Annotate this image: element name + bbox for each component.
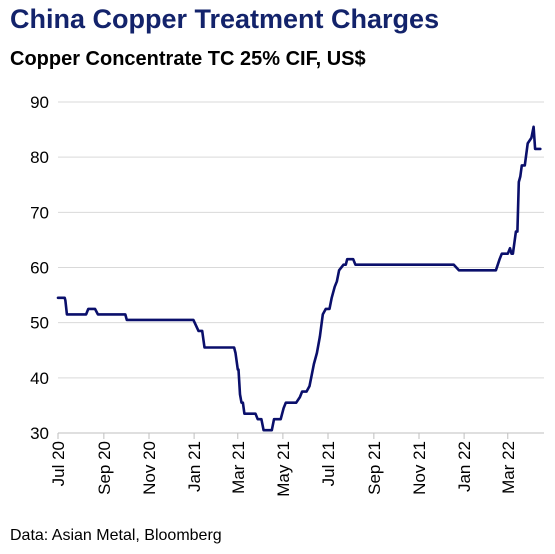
x-tick-label: Jan 22 <box>455 441 474 492</box>
y-tick-label: 40 <box>30 369 49 388</box>
x-tick-label: Nov 20 <box>140 441 159 495</box>
y-tick-label: 80 <box>30 148 49 167</box>
x-tick-label: Mar 22 <box>499 441 518 494</box>
y-axis-ticks: 30 40 50 60 70 80 90 <box>30 93 49 443</box>
y-tick-label: 50 <box>30 314 49 333</box>
x-tick-label: May 21 <box>274 441 293 497</box>
gridlines <box>58 101 544 379</box>
x-tick-label: Jan 21 <box>185 441 204 492</box>
x-axis: Jul 20 Sep 20 Nov 20 Jan 21 Mar 21 May 21 Jul … <box>49 432 544 497</box>
chart-subtitle: Copper Concentrate TC 25% CIF, US$ <box>10 48 366 70</box>
x-tick-label: Jul 21 <box>319 441 338 486</box>
y-tick-label: 70 <box>30 203 49 222</box>
y-tick-label: 60 <box>30 259 49 278</box>
x-tick-label: Sep 21 <box>365 441 384 495</box>
chart-title: China Copper Treatment Charges <box>10 4 440 34</box>
series-group <box>56 125 542 432</box>
x-tick-label: Jul 20 <box>49 441 68 486</box>
x-tick-label: Mar 21 <box>229 441 248 494</box>
y-tick-label: 30 <box>30 424 49 443</box>
series-line <box>56 125 542 432</box>
x-tick-label: Nov 21 <box>410 441 429 495</box>
x-tick-label: Sep 20 <box>95 441 114 495</box>
y-tick-label: 90 <box>30 93 49 112</box>
data-source: Data: Asian Metal, Bloomberg <box>10 527 222 544</box>
